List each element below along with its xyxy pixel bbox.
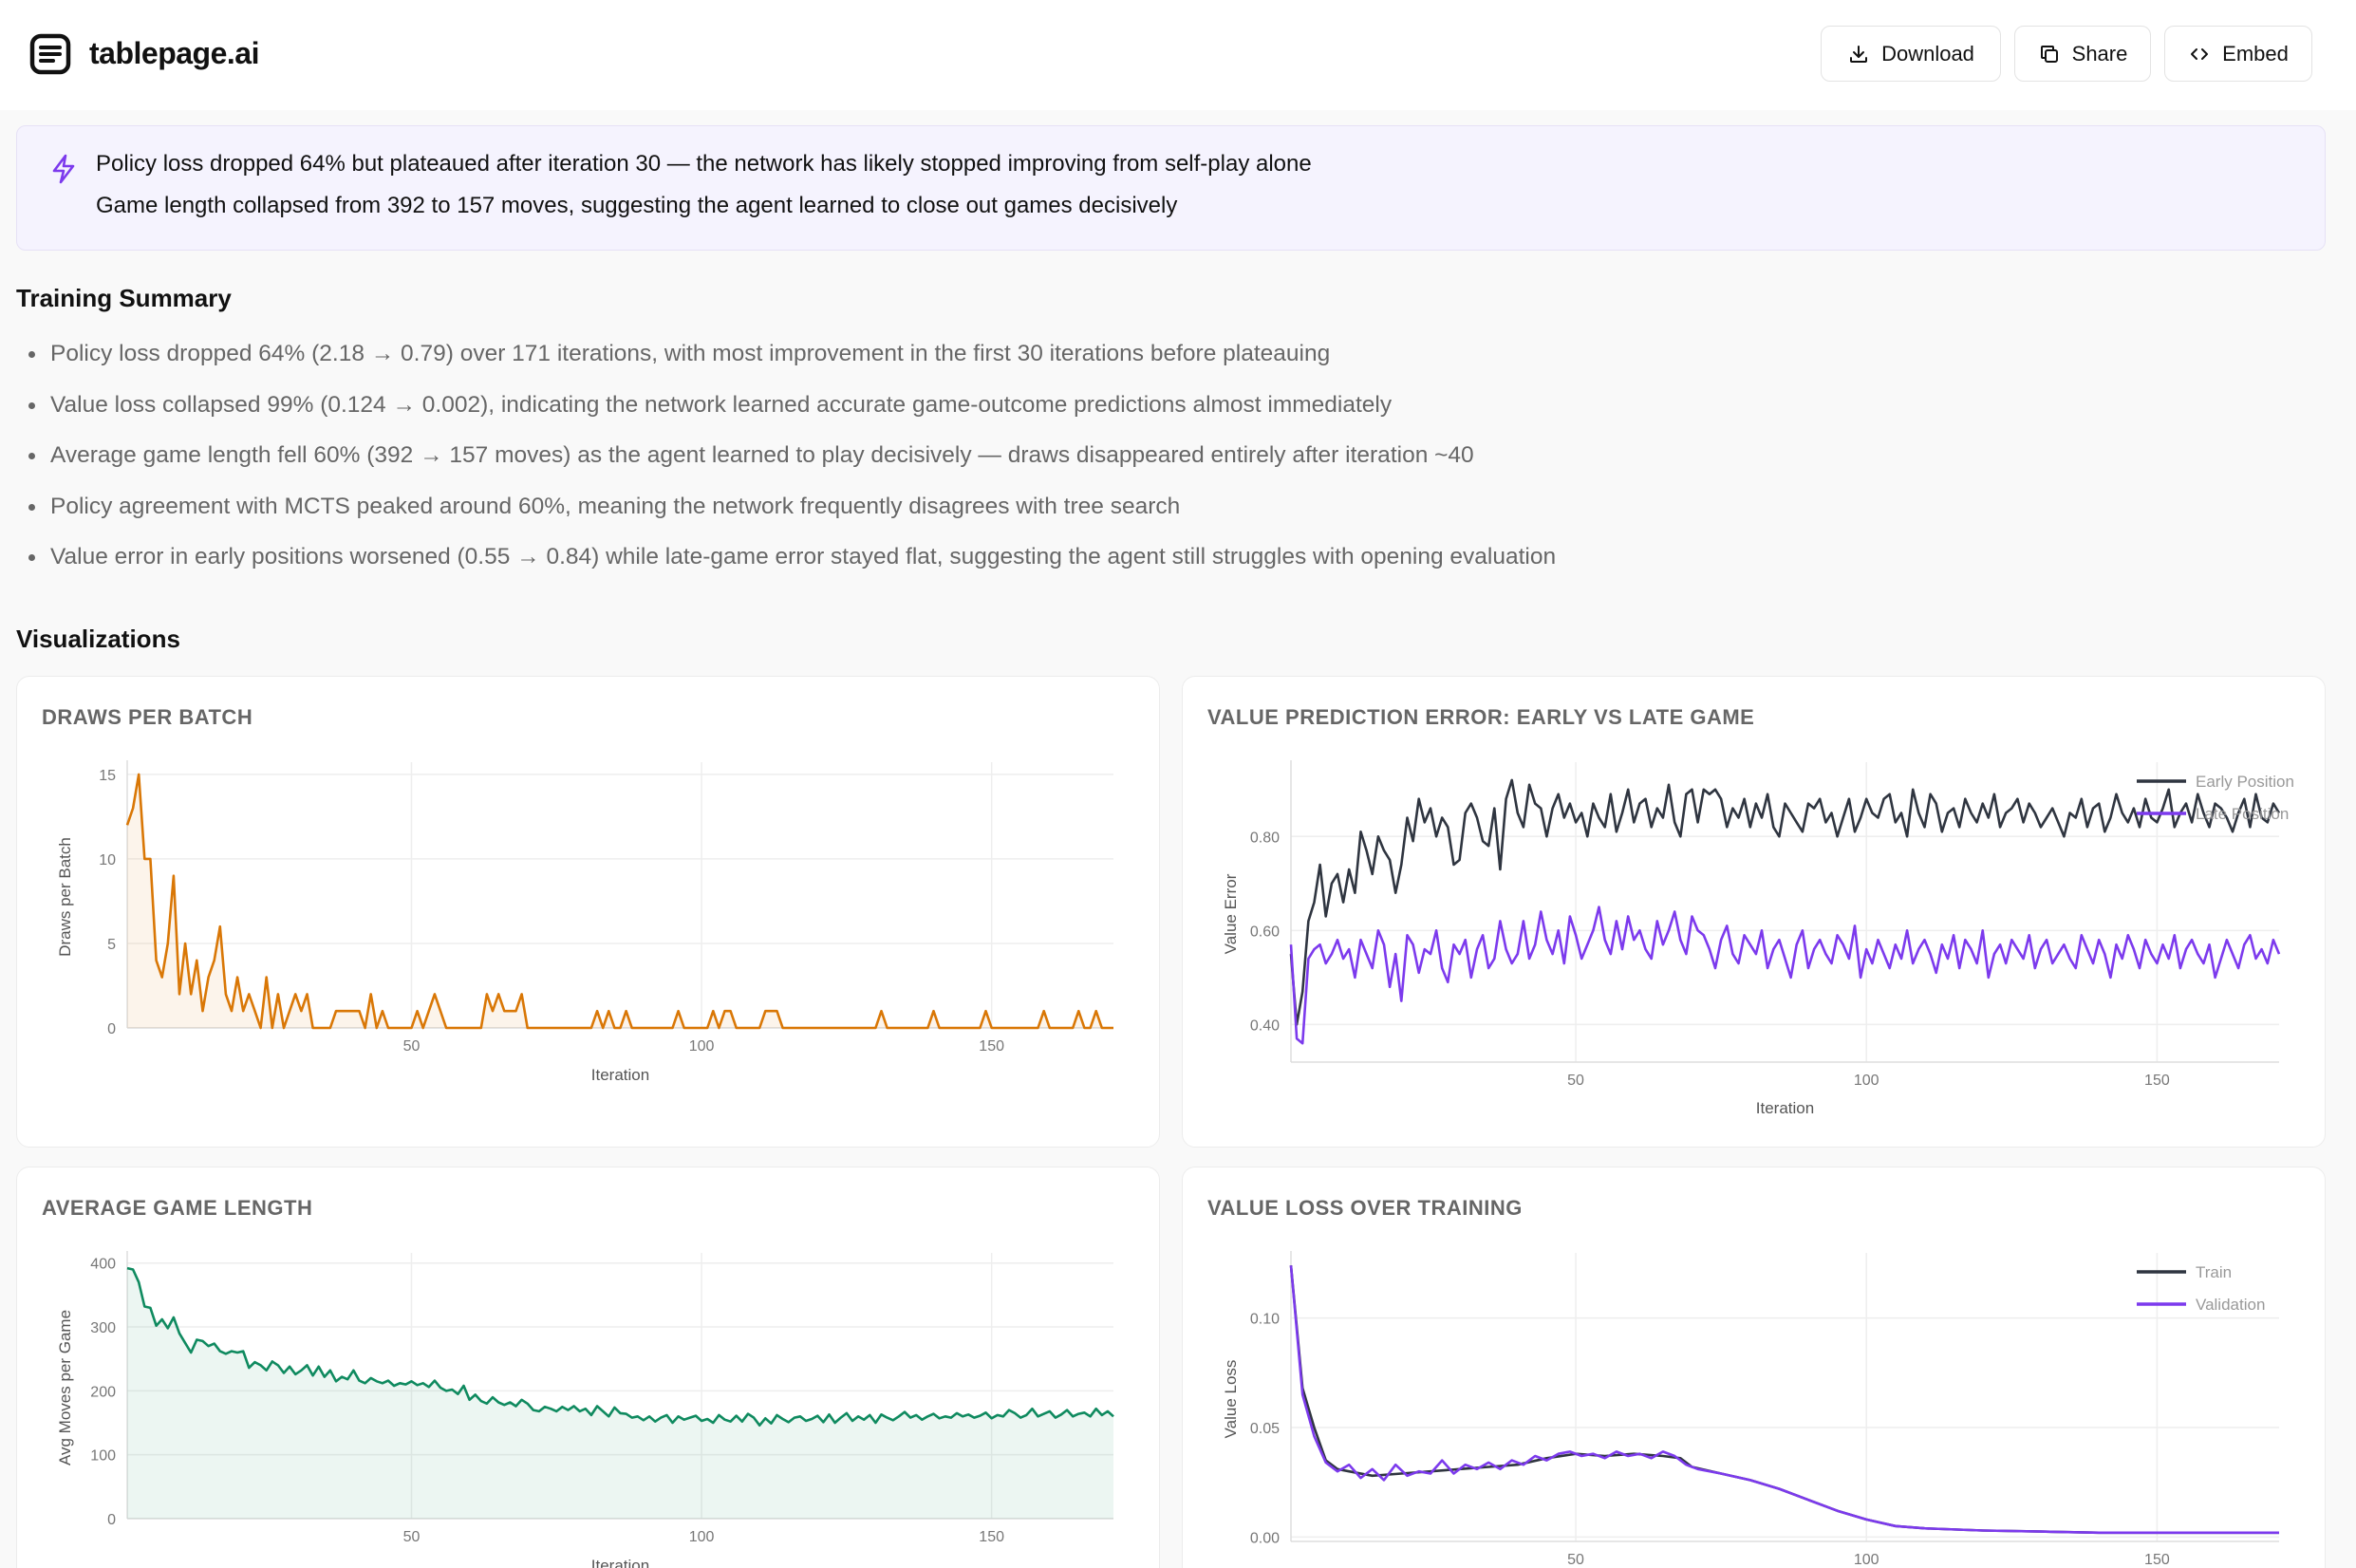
brand-name[interactable]: tablepage.ai (89, 36, 259, 70)
insight-banner: Policy loss dropped 64% but plateaued af… (16, 125, 2326, 251)
value-loss-chart: 0.000.050.1050100150IterationValue LossT… (1222, 1251, 2279, 1568)
y-tick-label: 5 (107, 937, 116, 953)
y-tick-label: 0 (107, 1021, 116, 1037)
x-tick-label: 100 (1854, 1552, 1879, 1568)
series-line-gamelen (126, 1266, 1114, 1427)
top-bar: tablepage.ai Download Share Embed (0, 0, 2356, 110)
series-area-fill (127, 1268, 1113, 1519)
share-label: Share (2071, 41, 2128, 65)
chart-card-draws: DRAWS PER BATCH 0 5 10 15 50 100 150 Iteration D… (16, 676, 1160, 1148)
y-tick-label: 400 (90, 1257, 116, 1273)
y-tick-label: 0.60 (1250, 924, 1280, 940)
insight-line: Policy loss dropped 64% but plateaued af… (96, 151, 1312, 177)
summary-bullet: Average game length fell 60% (392 → 157 … (16, 438, 2294, 489)
insight-line: Game length collapsed from 392 to 157 mo… (96, 193, 1178, 218)
x-tick-label: 150 (2144, 1073, 2170, 1089)
y-axis-title: Avg Moves per Game (56, 1310, 74, 1465)
x-tick-label: 50 (403, 1038, 421, 1055)
y-tick-label: 0.00 (1250, 1530, 1280, 1546)
section-title-visualizations: Visualizations (16, 625, 180, 653)
copy-icon (2040, 45, 2058, 63)
chart-card-value-loss: VALUE LOSS OVER TRAINING 0.00 0.05 0.10 50 1… (1182, 1167, 2326, 1568)
summary-bullet: Value error in early positions worsened … (16, 539, 2294, 590)
chart-card-game-length: AVERAGE GAME LENGTH 0 100 200 300 400 50 100 15… (16, 1167, 1160, 1568)
chart-title: VALUE PREDICTION ERROR: EARLY VS LATE GA… (1207, 705, 1755, 729)
x-tick-label: 50 (1567, 1073, 1584, 1089)
legend-label: Late Position (2196, 805, 2289, 823)
section-title-summary: Training Summary (16, 284, 232, 312)
series-line-train (1289, 1265, 2279, 1535)
summary-bullet: Value loss collapsed 99% (0.124 → 0.002)… (16, 387, 2294, 439)
summary-list: Policy loss dropped 64% (2.18 → 0.79) ov… (16, 336, 2294, 590)
embed-button[interactable]: Embed (2164, 26, 2312, 82)
x-tick-label: 100 (689, 1529, 715, 1545)
chart-title: DRAWS PER BATCH (42, 705, 253, 729)
y-tick-label: 200 (90, 1384, 116, 1400)
y-tick-label: 100 (90, 1448, 116, 1465)
chart-title: VALUE LOSS OVER TRAINING (1207, 1196, 1523, 1220)
x-tick-label: 50 (1567, 1552, 1584, 1568)
chart-card-value-error: VALUE PREDICTION ERROR: EARLY VS LATE GA… (1182, 676, 2326, 1148)
download-icon (1850, 45, 1868, 63)
legend-label: Early Position (2196, 773, 2294, 791)
chart-title: AVERAGE GAME LENGTH (42, 1196, 313, 1220)
y-tick-label: 300 (90, 1320, 116, 1336)
x-tick-label: 100 (689, 1038, 715, 1055)
lightning-icon (52, 154, 75, 184)
x-tick-label: 150 (979, 1038, 1004, 1055)
y-tick-label: 0.05 (1250, 1421, 1280, 1437)
x-tick-label: 50 (403, 1529, 421, 1545)
legend-label: Train (2196, 1263, 2232, 1281)
series-line-early-position (1289, 778, 2281, 1026)
series-line-draws (125, 773, 1113, 1030)
y-tick-label: 0 (107, 1512, 116, 1528)
x-tick-label: 150 (979, 1529, 1004, 1545)
series-area-fill (127, 774, 1113, 1028)
y-tick-label: 10 (99, 852, 116, 868)
code-icon (2191, 47, 2209, 60)
y-tick-label: 0.40 (1250, 1017, 1280, 1034)
y-axis-title: Draws per Batch (56, 837, 74, 957)
x-tick-label: 150 (2144, 1552, 2170, 1568)
y-axis-title: Value Loss (1222, 1360, 1240, 1439)
download-label: Download (1881, 41, 1974, 65)
draws-chart: 0 5 10 15 50 100 150 Iteration Draws per Batch (56, 760, 1113, 1084)
x-tick-label: 100 (1854, 1073, 1879, 1089)
y-axis-title: Value Error (1222, 873, 1240, 954)
y-tick-label: 0.10 (1250, 1312, 1280, 1328)
legend-label: Validation (2196, 1296, 2265, 1314)
series-line-late-position (1289, 905, 2281, 1045)
game-length-chart: 0 100 200 300 400 50 100 150 Iteration Avg Moves … (56, 1251, 1114, 1568)
y-tick-label: 15 (99, 768, 116, 784)
x-axis-title: Iteration (1756, 1099, 1814, 1117)
value-error-chart: 0.40 0.60 0.80 50 100 150 Iteration Value Error… (1222, 760, 2294, 1117)
x-axis-title: Iteration (591, 1066, 649, 1084)
y-tick-label: 0.80 (1250, 830, 1280, 846)
series-line-validation (1289, 1265, 2279, 1535)
download-button[interactable]: Download (1821, 26, 2001, 82)
summary-bullet: Policy loss dropped 64% (2.18 → 0.79) ov… (16, 336, 2294, 387)
share-button[interactable]: Share (2014, 26, 2151, 82)
logo-icon (29, 33, 71, 75)
summary-bullet: Policy agreement with MCTS peaked around… (16, 489, 2294, 540)
x-axis-title: Iteration (591, 1557, 649, 1568)
embed-label: Embed (2222, 41, 2289, 65)
